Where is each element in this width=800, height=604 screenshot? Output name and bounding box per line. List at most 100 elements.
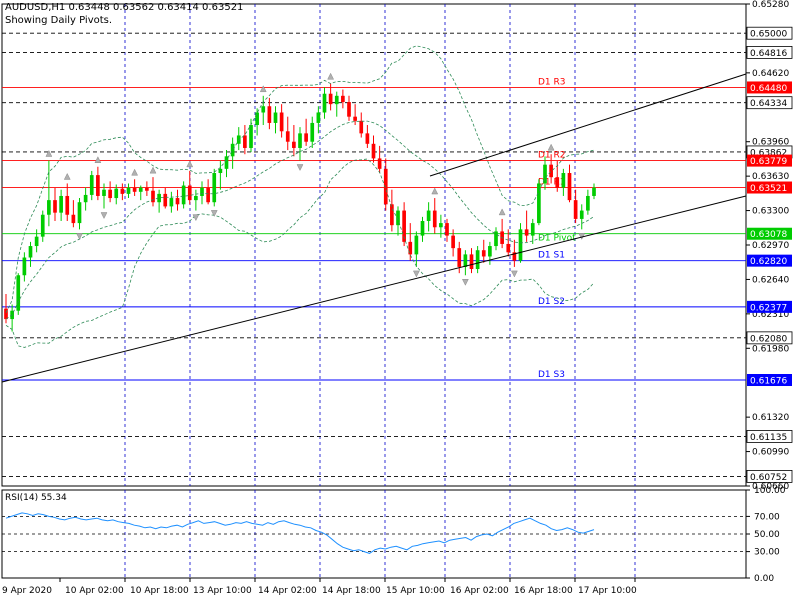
candle-body bbox=[512, 252, 517, 261]
middle-band-line bbox=[5, 120, 595, 320]
candle-body bbox=[390, 204, 394, 226]
candle-body bbox=[273, 112, 278, 123]
candle-body bbox=[402, 210, 406, 242]
y-tick-label: 0.62310 bbox=[752, 310, 789, 320]
candle-body bbox=[230, 143, 235, 157]
fractal-up-marker bbox=[63, 172, 71, 180]
fractal-down-marker bbox=[511, 270, 518, 278]
candle-body bbox=[120, 188, 125, 194]
candle-body bbox=[334, 95, 339, 105]
rsi-tick-label: 0.00 bbox=[754, 574, 774, 584]
candle-body bbox=[53, 200, 57, 213]
price-label-text: 0.62080 bbox=[750, 334, 787, 344]
y-tick-label: 0.61320 bbox=[752, 413, 789, 423]
price-label-box bbox=[747, 300, 792, 313]
pivot-label: D1 Pivot bbox=[538, 234, 576, 244]
pivot-label: D1 S3 bbox=[538, 370, 565, 380]
candle-body bbox=[28, 246, 33, 258]
fractal-up-marker bbox=[131, 168, 138, 176]
main-panel-frame bbox=[1, 3, 747, 487]
y-tick-label: 0.62970 bbox=[752, 241, 789, 251]
fractal-up-marker bbox=[45, 150, 53, 157]
candle-body bbox=[157, 193, 161, 203]
rsi-tick-label: 70.00 bbox=[754, 512, 780, 522]
fractal-up-marker bbox=[94, 156, 102, 163]
candle-body bbox=[194, 195, 198, 201]
symbol-line: AUDUSD,H1 0.63448 0.63562 0.63414 0.6352… bbox=[5, 2, 244, 13]
price-label-box bbox=[746, 430, 793, 443]
candle-body bbox=[586, 195, 590, 211]
price-label-text: 0.62820 bbox=[750, 257, 787, 267]
price-label-text: 0.63521 bbox=[750, 184, 787, 194]
candle-body bbox=[543, 164, 547, 184]
candle-body bbox=[310, 122, 315, 142]
price-label-box bbox=[746, 331, 793, 345]
candle-body bbox=[304, 133, 308, 142]
candle-body bbox=[469, 254, 474, 269]
price-label-text: 0.64334 bbox=[750, 99, 787, 109]
price-label-box bbox=[747, 227, 792, 240]
candle-body bbox=[518, 229, 523, 261]
candle-body bbox=[396, 210, 400, 226]
pivot-label: D1 R1 bbox=[538, 178, 566, 188]
candle-body bbox=[16, 275, 21, 311]
candle-body bbox=[249, 125, 253, 148]
fractal-up-marker bbox=[547, 143, 555, 151]
price-label-box bbox=[747, 374, 792, 387]
candle-body bbox=[408, 241, 413, 255]
candle-body bbox=[573, 200, 578, 219]
pivot-label: D1 R3 bbox=[538, 77, 566, 87]
candle-body bbox=[206, 187, 210, 203]
y-tick-label: 0.65280 bbox=[752, 0, 789, 10]
candle-body bbox=[451, 235, 455, 249]
candle-body bbox=[34, 236, 39, 247]
candle-body bbox=[359, 120, 364, 134]
candle-body bbox=[181, 185, 186, 205]
x-tick-label: 17 Apr 10:00 bbox=[578, 586, 637, 596]
fractal-up-marker bbox=[431, 187, 439, 195]
price-label-box bbox=[747, 254, 792, 267]
candle-body bbox=[132, 187, 137, 192]
candle-body bbox=[108, 189, 112, 199]
candle-body bbox=[65, 195, 70, 215]
candle-body bbox=[353, 116, 357, 121]
candle-body bbox=[414, 235, 419, 255]
price-label-text: 0.63779 bbox=[750, 157, 787, 167]
price-label-text: 0.64480 bbox=[750, 84, 787, 94]
candle-body bbox=[71, 214, 76, 224]
price-label-box bbox=[747, 154, 792, 167]
candle-body bbox=[114, 188, 119, 199]
candle-body bbox=[224, 156, 229, 169]
candle-body bbox=[579, 210, 584, 219]
y-tick-label: 0.60990 bbox=[752, 448, 789, 458]
candle-body bbox=[567, 173, 572, 201]
candle-body bbox=[377, 158, 382, 169]
candle-body bbox=[475, 250, 480, 269]
candle-body bbox=[365, 133, 370, 144]
candle-body bbox=[126, 187, 131, 194]
candle-body bbox=[218, 168, 223, 174]
x-tick-label: 10 Apr 18:00 bbox=[130, 586, 189, 596]
candle-body bbox=[212, 173, 217, 203]
x-tick-label: 15 Apr 10:00 bbox=[386, 586, 445, 596]
price-label-text: 0.61676 bbox=[750, 377, 787, 387]
candle-body bbox=[151, 190, 155, 203]
candle-body bbox=[243, 135, 247, 148]
rsi-tick-label: 100.00 bbox=[754, 486, 786, 496]
x-tick-label: 16 Apr 18:00 bbox=[514, 586, 573, 596]
price-label-box bbox=[746, 46, 793, 59]
fractal-down-marker bbox=[413, 270, 420, 278]
candle-body bbox=[445, 223, 449, 236]
candle-body bbox=[163, 193, 168, 207]
candle-body bbox=[175, 198, 180, 205]
lower-trendline bbox=[1, 195, 747, 383]
candle-body bbox=[463, 254, 468, 267]
y-tick-label: 0.64620 bbox=[752, 69, 789, 79]
candle-body bbox=[524, 229, 529, 236]
pivot-label: D1 R2 bbox=[538, 151, 566, 161]
candle-body bbox=[530, 223, 535, 236]
y-tick-label: 0.60660 bbox=[752, 482, 789, 492]
price-label-text: 0.65000 bbox=[750, 30, 787, 40]
candle-body bbox=[102, 189, 106, 196]
x-tick-label: 9 Apr 2020 bbox=[2, 586, 52, 596]
